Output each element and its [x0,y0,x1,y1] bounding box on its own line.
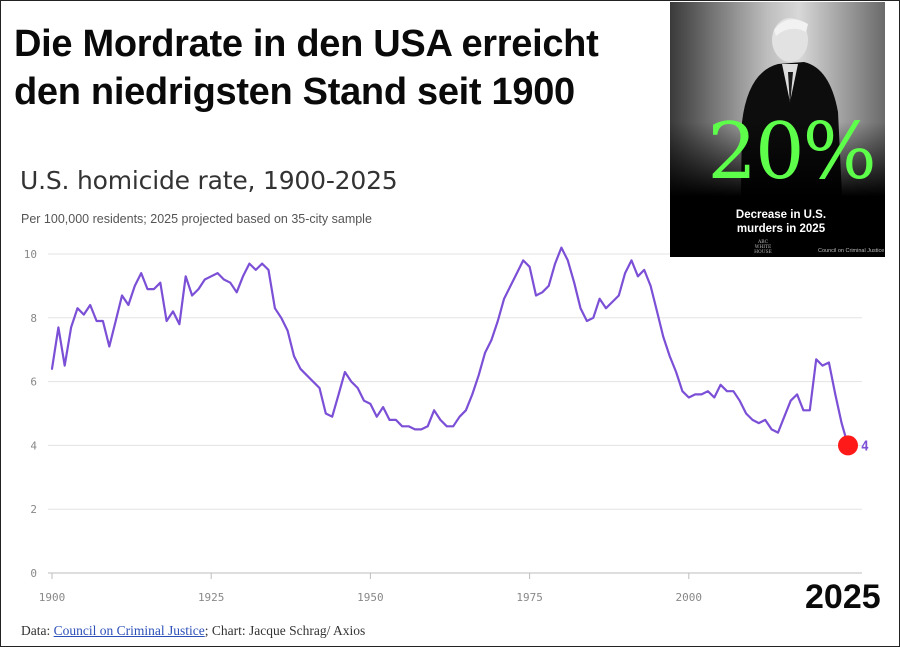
chart-footer: Data: Council on Criminal Justice; Chart… [21,623,365,639]
inset-photo-card: 20% Decrease in U.S. murders in 2025 ABC… [670,2,885,257]
x-tick-label: 1925 [198,591,225,604]
inset-caption-line-2: murders in 2025 [736,223,826,235]
y-tick-label: 4 [30,439,37,452]
footer-suffix: ; Chart: Jacque Schrag/ Axios [204,623,366,638]
x-tick-label: 2000 [676,591,703,604]
y-tick-label: 10 [24,248,37,261]
footer-prefix: Data: [21,623,54,638]
x-axis-ticks: 1900 1925 1950 1975 2000 [39,573,702,604]
inset-logo: ABC WHITE HOUSE [748,240,778,255]
y-tick-label: 2 [30,503,37,516]
grid-layer [48,253,862,574]
y-tick-label: 6 [30,376,37,389]
year-callout: 2025 [805,578,881,616]
highlight-2025-point [838,435,858,456]
inset-caption: Decrease in U.S. murders in 2025 [716,208,846,236]
y-tick-label: 0 [30,567,37,580]
highlight-2025-label: 4 [861,439,869,454]
headline-line-2: den niedrigsten Stand seit 1900 [14,71,575,113]
x-tick-label: 1975 [516,591,543,604]
inset-percent: 20% [707,107,876,197]
inset-logo-line-1: ABC [757,240,769,245]
inset-logo-line-2: WHITE HOUSE [754,245,772,255]
source-link[interactable]: Council on Criminal Justice [53,623,205,638]
x-tick-label: 1950 [357,591,384,604]
y-tick-label: 8 [30,312,37,325]
inset-credit: Council on Criminal Justice [818,248,885,254]
y-axis-ticks: 0 2 4 6 8 10 [24,248,38,580]
headline: Die Mordrate in den USA erreicht den nie… [14,20,654,116]
inset-caption-line-1: Decrease in U.S. [735,209,827,221]
homicide-rate-line [50,246,850,447]
chart-subtitle: Per 100,000 residents; 2025 projected ba… [21,212,372,226]
headline-line-1: Die Mordrate in den USA erreicht [14,23,599,65]
inset-fade [670,122,885,257]
x-tick-label: 1900 [39,591,66,604]
chart-title: U.S. homicide rate, 1900-2025 [20,166,398,195]
